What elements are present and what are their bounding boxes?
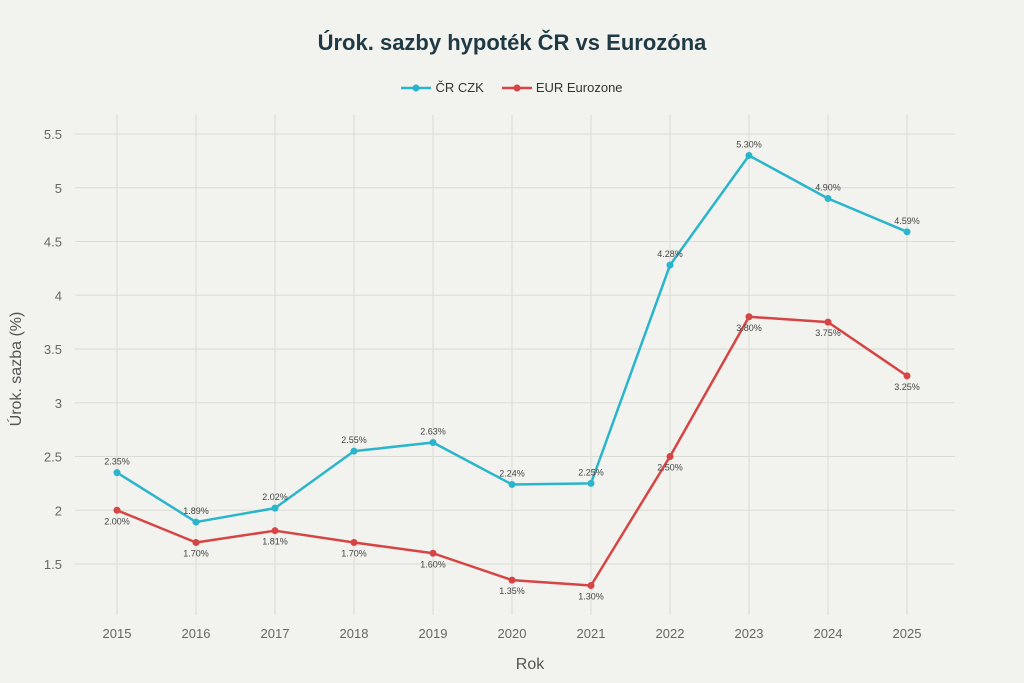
data-point <box>903 228 911 236</box>
y-tick-label: 1.5 <box>44 557 62 572</box>
data-point <box>113 506 121 514</box>
y-tick-label: 5.5 <box>44 127 62 142</box>
data-point <box>508 480 516 488</box>
data-label: 2.02% <box>262 492 288 502</box>
data-label: 1.70% <box>341 549 367 559</box>
y-tick-label: 2.5 <box>44 450 62 465</box>
data-label: 2.55% <box>341 435 367 445</box>
y-tick-label: 4.5 <box>44 235 62 250</box>
x-tick-label: 2022 <box>656 626 685 641</box>
x-tick-label: 2024 <box>814 626 843 641</box>
data-point <box>429 439 437 447</box>
data-point <box>745 313 753 321</box>
legend: ČR CZK EUR Eurozone <box>0 80 1024 95</box>
series-czk: 2.35% 1.89% 2.02% 2.55% 2.63% 2.24% 2.25% 4.28%… <box>104 140 920 526</box>
data-label: 4.28% <box>657 249 683 259</box>
data-label: 2.00% <box>104 516 130 526</box>
x-tick-label: 2025 <box>893 626 922 641</box>
data-point <box>350 539 358 546</box>
data-label: 2.63% <box>420 427 446 437</box>
legend-label-eur: EUR Eurozone <box>535 80 623 95</box>
data-point <box>587 479 595 487</box>
x-tick-label: 2020 <box>498 626 527 641</box>
data-point <box>666 261 674 269</box>
data-point <box>745 152 753 159</box>
data-point <box>903 372 911 380</box>
data-point <box>271 504 279 512</box>
data-label: 1.30% <box>578 592 604 602</box>
data-point <box>271 527 279 535</box>
data-point <box>508 576 516 584</box>
data-label: 1.70% <box>183 549 209 559</box>
data-point <box>350 447 358 455</box>
data-point <box>192 539 200 546</box>
data-point <box>824 318 832 326</box>
data-label: 2.24% <box>499 468 525 478</box>
x-tick-label: 2017 <box>261 626 290 641</box>
chart-title: Úrok. sazby hypoték ČR vs Eurozóna <box>317 30 707 55</box>
x-tick-label: 2018 <box>340 626 369 641</box>
x-tick-label: 2021 <box>577 626 606 641</box>
y-tick-label: 3.5 <box>44 342 62 357</box>
data-label: 4.90% <box>815 183 841 193</box>
data-point <box>587 582 595 589</box>
y-tick-label: 3 <box>55 396 62 411</box>
x-tick-label: 2023 <box>735 626 764 641</box>
data-point <box>666 453 674 460</box>
legend-eur-marker-icon <box>501 84 532 91</box>
data-label: 1.81% <box>262 537 288 547</box>
data-label: 2.35% <box>104 457 130 467</box>
series-eur: 2.00% 1.70% 1.81% 1.70% 1.60% 1.35% 1.30% 2.50%… <box>104 313 920 602</box>
data-point <box>192 518 200 526</box>
data-label: 3.25% <box>894 382 920 392</box>
data-point <box>113 469 121 477</box>
data-label: 5.30% <box>736 140 762 150</box>
data-label: 3.75% <box>815 328 841 338</box>
legend-label-czk: ČR CZK <box>435 80 484 95</box>
y-tick-label: 4 <box>55 288 62 303</box>
data-label: 3.80% <box>736 323 762 333</box>
y-axis-title: Úrok. sazba (%) <box>8 311 25 427</box>
data-label: 1.89% <box>183 506 209 516</box>
x-axis-title: Rok <box>515 656 545 673</box>
x-tick-label: 2016 <box>182 626 211 641</box>
data-point <box>429 549 437 557</box>
data-label: 2.50% <box>657 463 683 473</box>
data-label: 1.60% <box>420 559 446 569</box>
y-tick-label: 5 <box>55 181 62 196</box>
data-point <box>824 195 832 202</box>
x-tick-label: 2019 <box>419 626 448 641</box>
y-tick-label: 2 <box>55 503 62 518</box>
data-label: 1.35% <box>499 586 525 596</box>
legend-item-eur[interactable]: EUR Eurozone <box>501 80 623 95</box>
data-label: 4.59% <box>894 216 920 226</box>
legend-item-czk[interactable]: ČR CZK <box>401 80 484 95</box>
legend-czk-marker-icon <box>401 84 432 91</box>
x-tick-label: 2015 <box>103 626 132 641</box>
data-label: 2.25% <box>578 467 604 477</box>
